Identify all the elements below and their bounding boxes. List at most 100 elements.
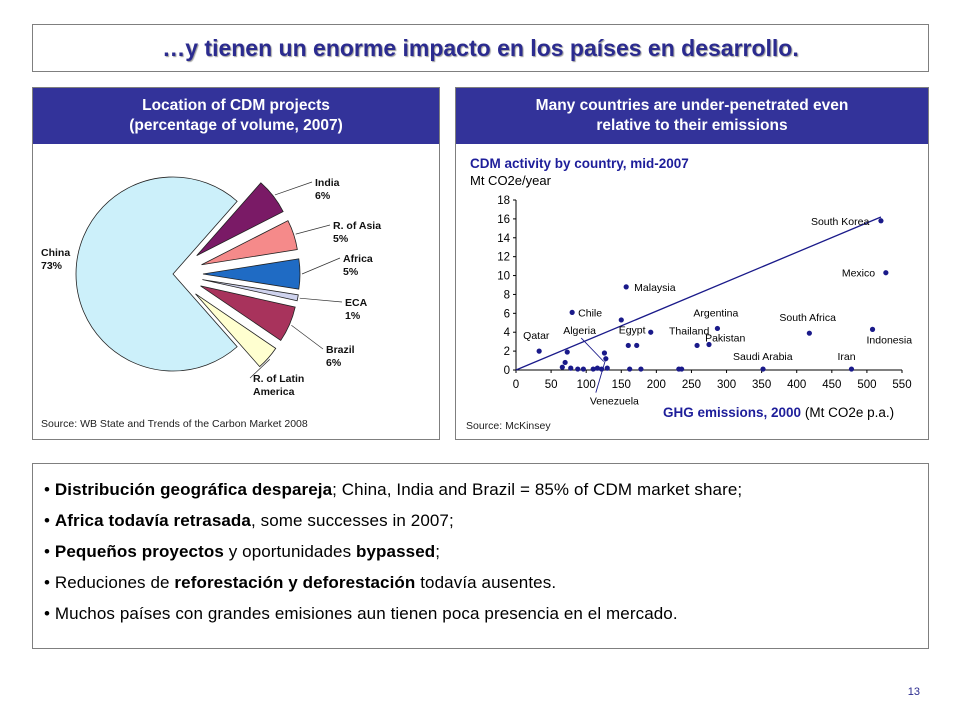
bullet-3-mid: y oportunidades <box>223 542 357 561</box>
pie-leader-1 <box>274 181 313 196</box>
scatter-point-pakistan <box>694 342 700 349</box>
pie-label-2-1: 5% <box>333 233 349 245</box>
bullet-3-rest: ; <box>435 542 441 561</box>
scatter-chart: CDM activity by country, mid-2007 Mt CO2e… <box>470 156 913 420</box>
pie-label-1-1: 6% <box>315 190 331 202</box>
bullet-1: • Distribución geográfica despareja; Chi… <box>44 480 743 499</box>
point-label-egypt: Egypt <box>619 324 646 336</box>
point-label-mexico: Mexico <box>842 268 875 280</box>
y-tick-label: 0 <box>504 365 510 377</box>
point-label-qatar: Qatar <box>523 330 550 342</box>
pie-slice-r-of-asia <box>201 220 298 266</box>
scatter-point-thailand <box>706 341 712 348</box>
scatter-point <box>618 317 624 323</box>
y-tick-label: 12 <box>497 252 510 264</box>
scatter-point <box>594 365 601 371</box>
scatter-point-malaysia <box>623 284 629 290</box>
x-tick-label: 400 <box>787 379 806 391</box>
x-tick-label: 250 <box>682 379 701 391</box>
pie-label-5-1: 6% <box>326 357 342 369</box>
page-number: 13 <box>907 686 920 698</box>
scatter-point-qatar <box>536 348 542 354</box>
pie-label-0-0: China <box>41 247 70 259</box>
scatter-point-argentina <box>714 325 721 332</box>
scatter-panel: Many countries are under-penetrated even… <box>455 87 929 440</box>
pie-leader-3 <box>301 257 341 275</box>
pie-label-0-1: 73% <box>41 260 63 272</box>
scatter-header-line2: relative to their emissions <box>596 117 788 134</box>
slide-title-box: …y tienen un enorme impacto en los paíse… <box>32 24 929 72</box>
x-tick-label: 350 <box>752 379 771 391</box>
scatter-point-egypt <box>634 342 640 349</box>
pie-label-4-0: ECA <box>345 297 368 309</box>
scatter-point <box>638 366 644 372</box>
x-tick-label: 100 <box>577 379 596 391</box>
scatter-point <box>559 364 565 370</box>
y-tick-label: 8 <box>504 289 510 301</box>
scatter-point-south-korea <box>878 218 884 224</box>
bullet-1-rest: ; China, India and Brazil = 85% of CDM m… <box>332 480 743 499</box>
pie-header-line2: (percentage of volume, 2007) <box>129 117 343 134</box>
pie-slice-china <box>75 176 238 372</box>
scatter-title: CDM activity by country, mid-2007 <box>470 156 689 171</box>
pie-label-5-0: Brazil <box>326 344 355 356</box>
point-label-pakistan: Pakistan <box>705 332 745 344</box>
pie-panel: Location of CDM projects (percentage of … <box>32 87 440 440</box>
scatter-panel-header: Many countries are under-penetrated even… <box>456 88 928 144</box>
point-label-venezuela: Venezuela <box>590 396 639 408</box>
scatter-point-mexico <box>883 270 889 276</box>
point-label-south-africa: South Africa <box>779 312 836 324</box>
point-label-malaysia: Malaysia <box>634 282 676 294</box>
point-label-indonesia: Indonesia <box>867 334 913 346</box>
pie-slice-r-of-latin-america <box>195 293 277 368</box>
point-label-chile: Chile <box>578 307 602 319</box>
bullet-4: • Reduciones de reforestación y deforest… <box>44 573 557 592</box>
x-tick-label: 150 <box>612 379 631 391</box>
x-tick-label: 50 <box>545 379 558 391</box>
y-tick-label: 14 <box>497 233 510 245</box>
scatter-point-chile <box>569 309 575 315</box>
point-label-thailand: Thailand <box>669 326 709 338</box>
point-label-algeria: Algeria <box>563 325 596 337</box>
pie-label-4-1: 1% <box>345 310 361 322</box>
pie-slice-africa <box>202 258 301 290</box>
point-label-saudi-arabia: Saudi Arabia <box>733 351 793 363</box>
scatter-point-venezuela <box>603 356 609 362</box>
pie-label-1-0: India <box>315 177 340 189</box>
scatter-point <box>580 366 586 372</box>
point-label-iran: Iran <box>837 351 855 363</box>
pie-leader-2 <box>295 224 331 235</box>
x-tick-label: 500 <box>857 379 876 391</box>
pie-label-6-0: R. of Latin <box>253 373 304 385</box>
scatter-point-south-africa <box>806 330 812 336</box>
scatter-point <box>562 359 568 366</box>
y-tick-label: 6 <box>504 308 510 320</box>
pie-source: Source: WB State and Trends of the Carbo… <box>41 418 308 430</box>
bullet-box: • Distribución geográfica despareja; Chi… <box>32 463 929 649</box>
y-tick-label: 4 <box>504 327 511 339</box>
y-tick-label: 16 <box>497 214 510 226</box>
scatter-point-saudi-arabia <box>760 366 766 372</box>
bullet-2-bold: Africa todavía retrasada <box>54 511 251 530</box>
bullet-2-rest: , some successes in 2007; <box>250 511 454 530</box>
point-label-south-korea: South Korea <box>811 216 870 228</box>
scatter-point-indonesia <box>869 326 876 332</box>
bullet-4-rest: todavía ausentes. <box>415 573 557 592</box>
y-tick-label: 2 <box>504 346 510 358</box>
bullet-5: • Muchos países con grandes emisiones au… <box>44 604 678 623</box>
bullet-3-bold: Pequeños proyectos <box>54 542 224 561</box>
scatter-point <box>648 329 654 335</box>
scatter-point <box>601 350 608 356</box>
scatter-point <box>627 366 633 372</box>
y-tick-label: 10 <box>497 271 510 283</box>
bullet-5-text: Muchos países con grandes emisiones aun … <box>54 604 678 623</box>
pie-panel-header: Location of CDM projects (percentage of … <box>33 88 439 144</box>
pie-slice-india <box>196 182 284 256</box>
x-tick-label: 0 <box>513 379 519 391</box>
scatter-source: Source: McKinsey <box>466 420 551 432</box>
pie-label-3-1: 5% <box>343 266 359 278</box>
point-label-argentina: Argentina <box>693 307 738 319</box>
scatter-header-line1: Many countries are under-penetrated even <box>535 97 849 114</box>
bullet-2: • Africa todavía retrasada, some success… <box>44 511 454 530</box>
venezuela-leader <box>595 358 607 393</box>
